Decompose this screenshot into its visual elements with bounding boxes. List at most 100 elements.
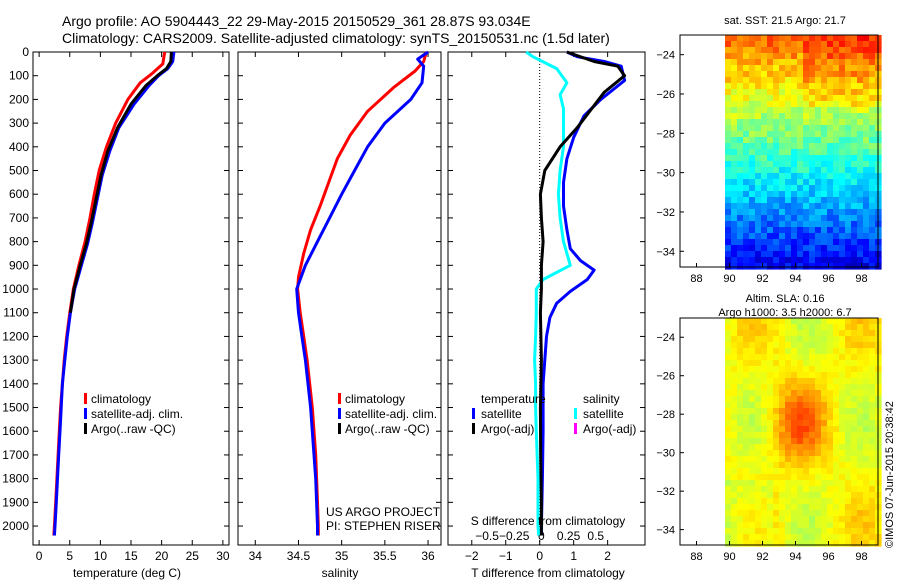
- map-cell: [779, 540, 786, 547]
- map-cell: [791, 113, 798, 120]
- map-cell: [803, 492, 810, 499]
- map-cell: [743, 486, 750, 493]
- map-cell: [821, 336, 828, 343]
- map-cell: [869, 179, 876, 186]
- map-cell: [755, 83, 762, 90]
- map-cell: [731, 233, 738, 240]
- map-cell: [761, 41, 768, 48]
- map-cell: [821, 450, 828, 457]
- map-cell: [833, 185, 840, 192]
- map-cell: [803, 474, 810, 481]
- map-cell: [863, 510, 870, 517]
- plot-frame: [447, 51, 646, 546]
- map-cell: [851, 336, 858, 343]
- map-cell: [869, 167, 876, 174]
- map-cell: [767, 143, 774, 150]
- map-cell: [779, 474, 786, 481]
- map-cell: [827, 239, 834, 246]
- map-cell: [857, 324, 864, 331]
- map-cell: [821, 263, 828, 270]
- map-cell: [803, 257, 810, 264]
- map-cell: [815, 342, 822, 349]
- map-cell: [779, 534, 786, 541]
- map-cell: [761, 191, 768, 198]
- map-cell: [833, 137, 840, 144]
- map-cell: [785, 420, 792, 427]
- map-cell: [827, 209, 834, 216]
- x-tick-label: −1: [499, 549, 513, 563]
- map-cell: [767, 522, 774, 529]
- map-cell: [857, 420, 864, 427]
- map-cell: [863, 125, 870, 132]
- map-cell: [803, 221, 810, 228]
- map-lon-label: 92: [756, 551, 768, 563]
- map-cell: [863, 468, 870, 475]
- map-cell: [845, 468, 852, 475]
- map-cell: [791, 245, 798, 252]
- map-cell: [773, 191, 780, 198]
- map-cell: [839, 167, 846, 174]
- map-cell: [863, 528, 870, 535]
- map-cell: [767, 450, 774, 457]
- map-cell: [845, 71, 852, 78]
- map-cell: [773, 179, 780, 186]
- map-cell: [755, 155, 762, 162]
- map-cell: [761, 390, 768, 397]
- map-cell: [833, 203, 840, 210]
- map-cell: [857, 251, 864, 258]
- map-cell: [737, 498, 744, 505]
- map-cell: [755, 348, 762, 355]
- map-cell: [773, 227, 780, 234]
- map-cell: [797, 131, 804, 138]
- map-cell: [749, 89, 756, 96]
- map-cell: [809, 528, 816, 535]
- map-cell: [785, 191, 792, 198]
- map-cell: [803, 233, 810, 240]
- map-cell: [869, 191, 876, 198]
- map-cell: [833, 336, 840, 343]
- map-cell: [791, 426, 798, 433]
- x-tick-label: 0: [536, 549, 543, 563]
- map-cell: [833, 131, 840, 138]
- map-cell: [773, 468, 780, 475]
- map-cell: [743, 71, 750, 78]
- map-cell: [731, 522, 738, 529]
- map-cell: [815, 53, 822, 60]
- series-line-temperature-satellite: [539, 50, 627, 536]
- map-cell: [749, 372, 756, 379]
- map-cell: [785, 534, 792, 541]
- map-cell: [743, 113, 750, 120]
- map-cell: [743, 179, 750, 186]
- map-cell: [869, 71, 876, 78]
- map-cell: [803, 245, 810, 252]
- map-cell: [809, 131, 816, 138]
- map-cell: [857, 221, 864, 228]
- map-cell: [779, 498, 786, 505]
- map-cell: [827, 390, 834, 397]
- map-cell: [869, 107, 876, 114]
- legend-label-satellite: satellite-adj. clim.: [345, 407, 437, 421]
- map-cell: [725, 167, 732, 174]
- map-cell: [731, 137, 738, 144]
- map-cell: [725, 263, 732, 270]
- map-cell: [803, 179, 810, 186]
- map-cell: [845, 107, 852, 114]
- map-cell: [773, 348, 780, 355]
- map-cell: [821, 257, 828, 264]
- map-cell: [869, 209, 876, 216]
- map-cell: [857, 366, 864, 373]
- map-cell: [731, 372, 738, 379]
- map-cell: [785, 47, 792, 54]
- map-cell: [857, 71, 864, 78]
- map-cell: [731, 119, 738, 126]
- map-cell: [755, 185, 762, 192]
- map-cell: [767, 444, 774, 451]
- map-cell: [857, 462, 864, 469]
- map-cell: [725, 53, 732, 60]
- legend-label-climatology: climatology: [91, 392, 151, 406]
- map-cell: [791, 486, 798, 493]
- map-cell: [749, 486, 756, 493]
- map-cell: [761, 209, 768, 216]
- map-cell: [773, 522, 780, 529]
- map-cell: [743, 528, 750, 535]
